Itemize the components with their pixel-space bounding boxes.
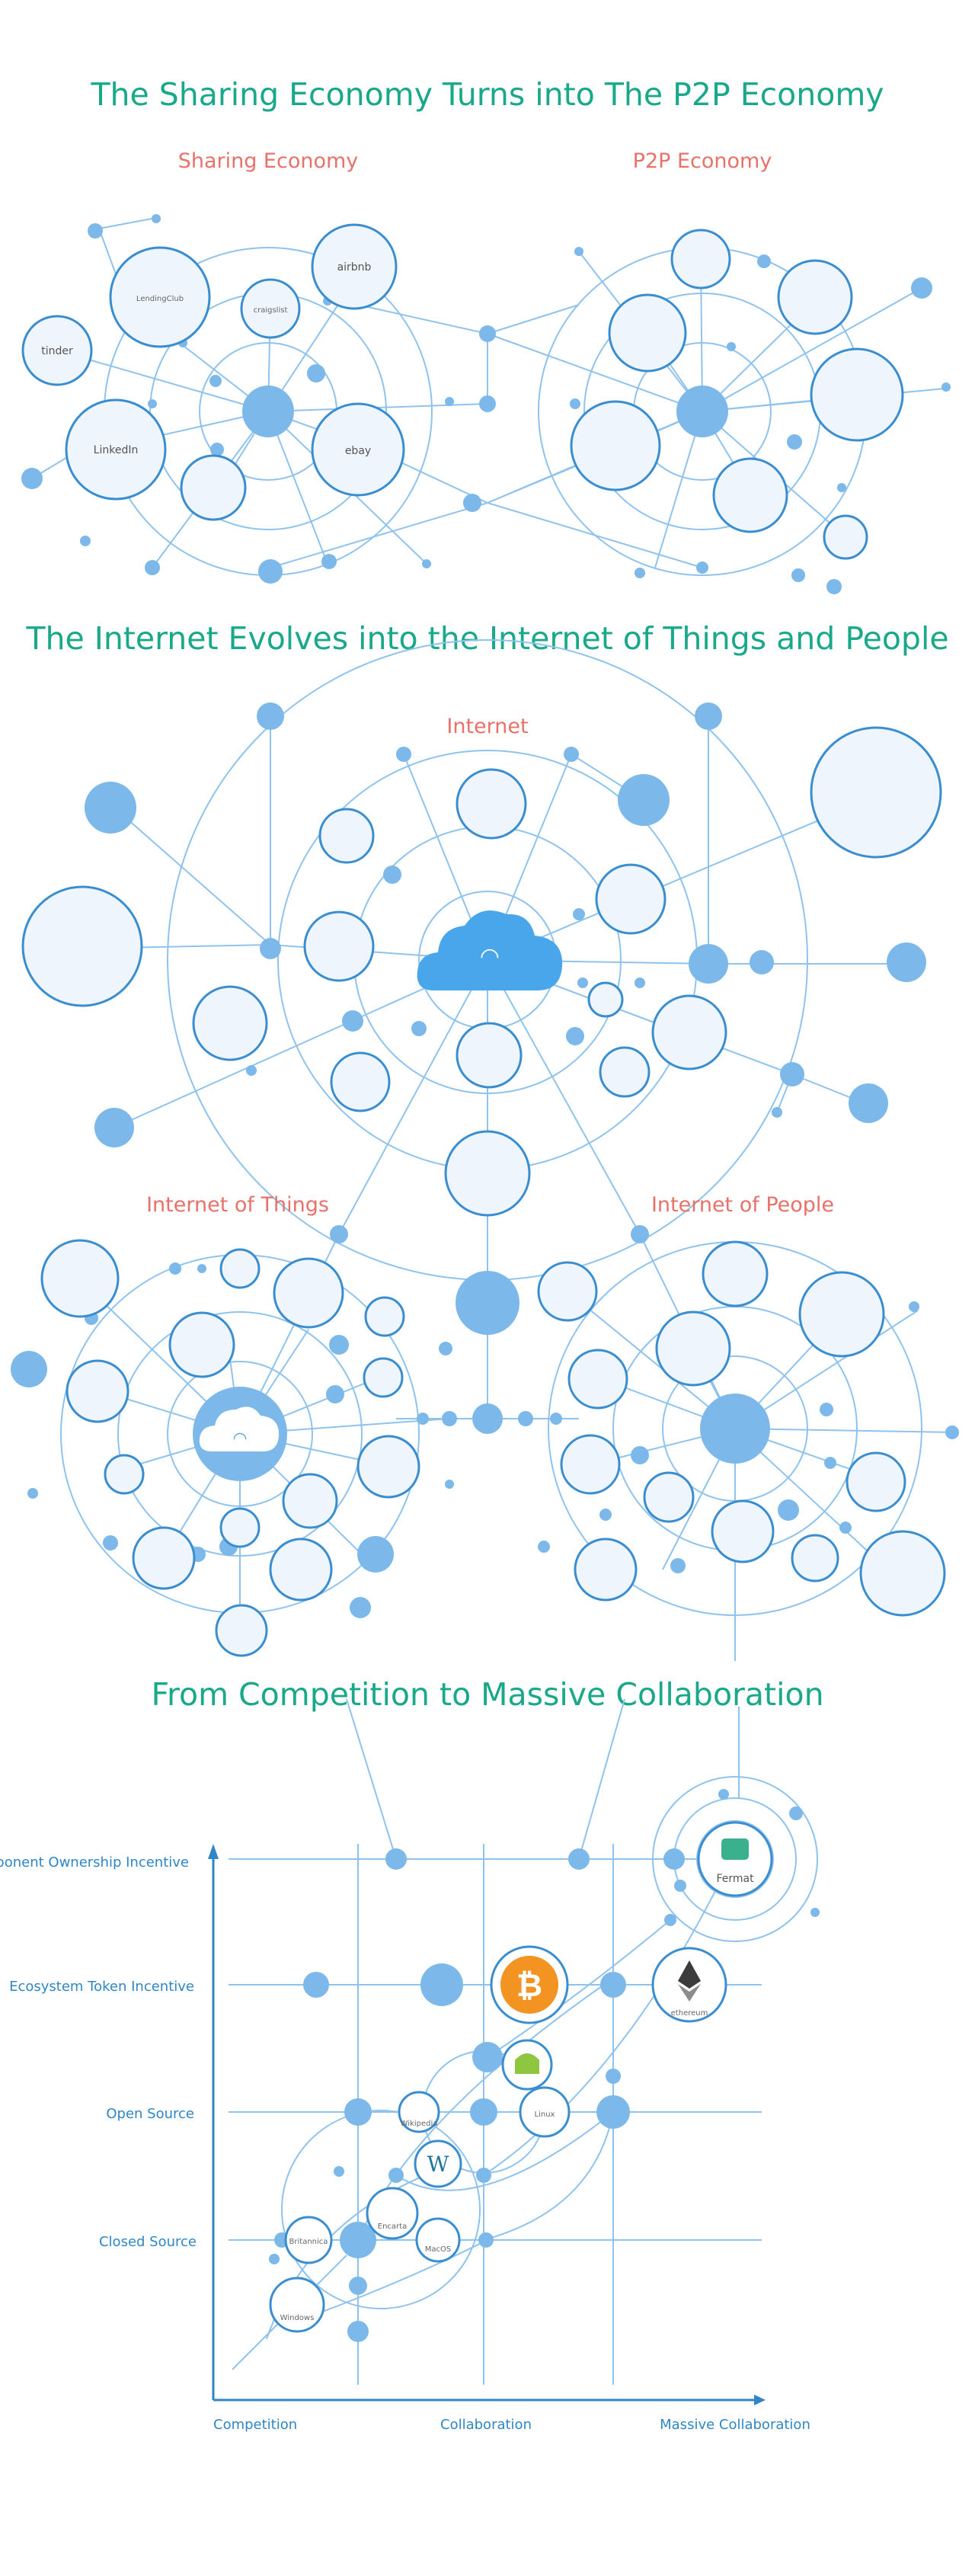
bridge-nodes-2 bbox=[330, 1225, 649, 1434]
iop-person-nodes bbox=[537, 1240, 946, 1617]
collaboration-chart: Component Ownership Incentive Ecosystem … bbox=[0, 1789, 820, 2433]
svg-text:Wikipedia: Wikipedia bbox=[401, 2120, 438, 2128]
internet-cloud: ◠ bbox=[417, 910, 563, 990]
x-axis-arrow bbox=[754, 2395, 766, 2405]
project-windows: Windows bbox=[269, 2277, 325, 2333]
sharing-avatar-nodes: tinder LendingClub airbnb craigslist Lin… bbox=[21, 223, 405, 521]
iot-device-nodes bbox=[40, 1239, 420, 1657]
svg-text:MacOS: MacOS bbox=[425, 2245, 451, 2254]
project-encarta: Encarta bbox=[366, 2187, 419, 2240]
craigslist-node: craigslist bbox=[240, 278, 301, 339]
wifi-icon: ◠ bbox=[480, 943, 500, 970]
project-britannica: Britannica bbox=[284, 2216, 333, 2264]
bridge-nodes bbox=[445, 247, 583, 512]
svg-text:W: W bbox=[427, 2152, 449, 2177]
wifi-icon: ◠ bbox=[232, 1429, 247, 1448]
svg-text:LinkedIn: LinkedIn bbox=[94, 444, 139, 456]
x-label-competition: Competition bbox=[213, 2417, 297, 2433]
project-fermat: Fermat bbox=[697, 1821, 773, 1897]
section-title-competition: From Competition to Massive Collaboratio… bbox=[151, 1676, 823, 1713]
subtitle-iop: Internet of People bbox=[651, 1193, 834, 1217]
project-bitcoin: ₿ bbox=[490, 1945, 569, 2024]
gaming-node bbox=[180, 454, 247, 521]
chart-nodes bbox=[269, 1789, 820, 2342]
internet-person-nodes bbox=[21, 726, 942, 1217]
x-label-collaboration: Collaboration bbox=[440, 2417, 532, 2433]
chart-axes bbox=[212, 1851, 754, 2402]
y-label-ecosystem-token: Ecosystem Token Incentive bbox=[9, 1979, 194, 1995]
section3-links bbox=[346, 1698, 818, 1942]
subtitle-p2p-economy: P2P Economy bbox=[633, 149, 772, 173]
airbnb-node: airbnb bbox=[311, 223, 398, 310]
y-label-component-ownership: Component Ownership Incentive bbox=[0, 1854, 189, 1870]
internet-nodes bbox=[85, 702, 926, 1179]
project-macos: MacOS bbox=[415, 2217, 461, 2263]
y-axis-arrow bbox=[208, 1844, 219, 1859]
subtitle-iot: Internet of Things bbox=[146, 1193, 329, 1217]
y-label-closed-source: Closed Source bbox=[99, 2234, 197, 2250]
svg-text:₿: ₿ bbox=[516, 1966, 542, 2004]
project-android bbox=[501, 2039, 553, 2091]
lendingclub-node: LendingClub bbox=[109, 246, 211, 348]
project-ethereum: ethereum bbox=[651, 1947, 727, 2023]
svg-text:airbnb: airbnb bbox=[337, 261, 372, 274]
tinder-node: tinder bbox=[21, 315, 93, 386]
svg-text:Britannica: Britannica bbox=[289, 2238, 328, 2246]
project-wordpress: W bbox=[414, 2139, 462, 2188]
p2p-avatar-nodes bbox=[570, 229, 904, 560]
svg-text:craigslist: craigslist bbox=[254, 306, 288, 315]
project-wikipedia: Wikipedia bbox=[398, 2091, 440, 2133]
section-title-internet: The Internet Evolves into the Internet o… bbox=[25, 620, 948, 657]
svg-text:tinder: tinder bbox=[41, 345, 73, 357]
svg-text:Windows: Windows bbox=[280, 2314, 315, 2322]
sharing-nodes bbox=[21, 214, 431, 584]
svg-text:Linux: Linux bbox=[535, 2110, 555, 2119]
svg-text:Fermat: Fermat bbox=[716, 1873, 754, 1885]
subtitle-internet: Internet bbox=[446, 715, 528, 738]
iot-cloud: ◠ bbox=[193, 1387, 287, 1481]
x-label-massive-collaboration: Massive Collaboration bbox=[660, 2417, 810, 2433]
svg-text:ethereum: ethereum bbox=[671, 2009, 708, 2018]
linkedin-node: LinkedIn bbox=[65, 398, 167, 501]
section-title-p2p: The Sharing Economy Turns into The P2P E… bbox=[90, 76, 884, 113]
subtitle-sharing-economy: Sharing Economy bbox=[178, 149, 359, 173]
svg-text:LendingClub: LendingClub bbox=[136, 295, 184, 303]
y-label-open-source: Open Source bbox=[106, 2106, 194, 2122]
svg-text:ebay: ebay bbox=[345, 445, 371, 457]
svg-text:Encarta: Encarta bbox=[378, 2222, 407, 2231]
project-linux: Linux bbox=[519, 2086, 571, 2138]
ebay-node: ebay bbox=[311, 402, 405, 497]
